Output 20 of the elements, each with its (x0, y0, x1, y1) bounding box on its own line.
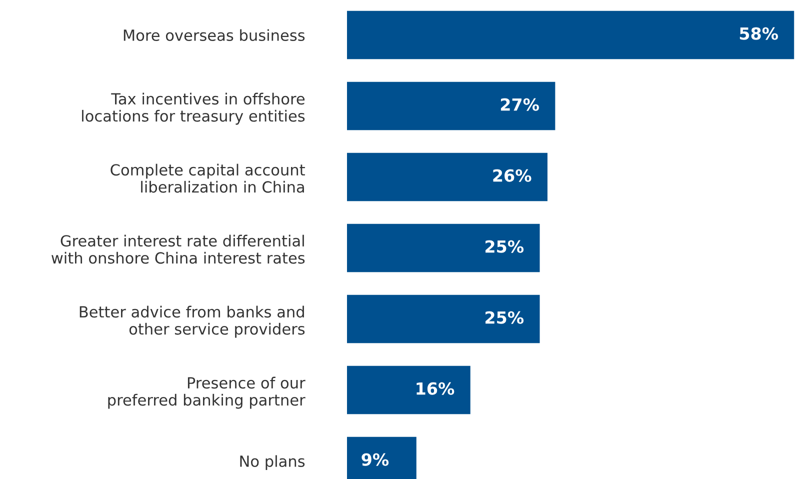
data-label: 58% (740, 27, 778, 40)
data-label: 16% (416, 382, 454, 395)
bar (347, 10, 794, 60)
y-tick-label: More overseas business (124, 29, 305, 42)
bar (347, 294, 540, 344)
y-tick-label: Complete capital account liberalization in China (110, 164, 305, 193)
data-label: 25% (486, 311, 524, 324)
y-tick-label: Better advice from banks and other service providers (80, 306, 305, 338)
bar (347, 366, 470, 414)
y-tick-label: No plans (240, 455, 305, 470)
data-label: 25% (486, 240, 524, 253)
data-label: 26% (493, 169, 532, 182)
y-tick-label: Greater interest rate differential with onshore China interest rates (52, 234, 305, 264)
data-label: 9% (362, 453, 389, 466)
bar (347, 82, 556, 130)
y-tick-label: Presence of our preferred banking partner (108, 376, 306, 409)
y-tick-label: Tax incentives in offshore locations for treasury entities (82, 92, 305, 125)
bar (347, 224, 540, 272)
bar (347, 152, 548, 202)
data-label: 27% (500, 98, 539, 111)
